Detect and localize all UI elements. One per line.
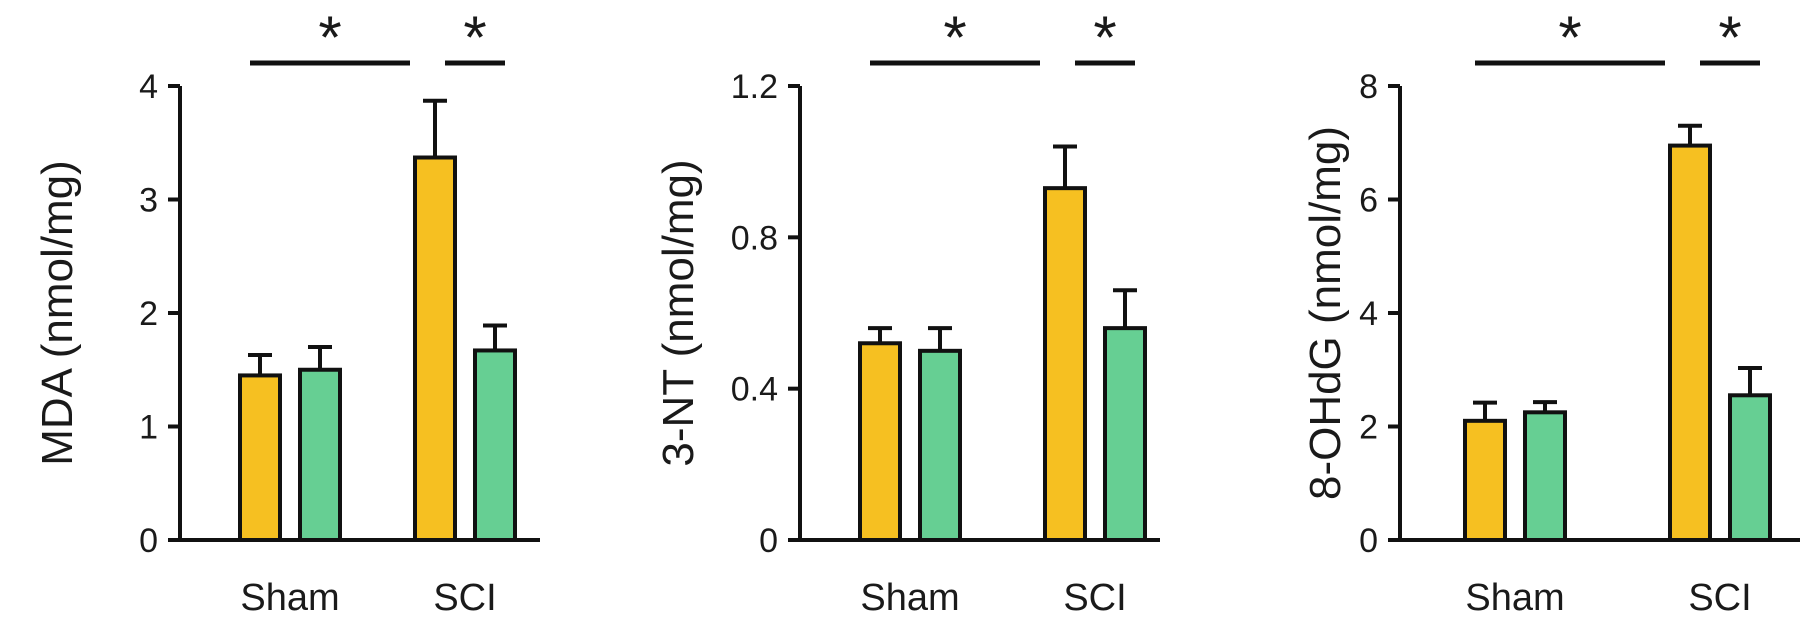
y-axis-title: 8-OHdG (nmol/mg) [1301,126,1350,500]
y-tick-label: 0 [1359,522,1378,560]
bar-sci-series-2 [1728,393,1772,542]
bar-sci-series-2 [1103,326,1147,542]
x-category-label: Sham [860,577,959,619]
y-tick-label: 4 [1359,295,1378,333]
y-tick-label: 6 [1359,182,1378,220]
chart-panel-3: 0 2 4 6 88-OHdG (nmol/mg) Sham SCI * * [1301,4,1800,619]
y-tick-label: 2 [139,295,158,333]
x-category-label: SCI [1688,577,1751,619]
y-tick-label: 0 [139,522,158,560]
chart-panel-1: 0 1 2 3 4 MDA (nmol/mg) Sham SCI * * [33,4,540,619]
significance-star: * [1093,4,1116,71]
significance-star: * [1718,4,1741,71]
chart-panel-2: 0 0.4 0.8 1.2 3-NT (nmol/mg) Sham SCI * * [654,4,1160,619]
bar-sham-series-2 [298,367,342,542]
x-category-label: Sham [1465,577,1564,619]
x-category-label: SCI [1063,577,1126,619]
significance-star: * [1558,4,1581,71]
y-tick-label: 0 [759,522,778,560]
significance-star: * [318,4,341,71]
y-axis-title: MDA (nmol/mg) [33,160,82,466]
x-category-label: Sham [240,577,339,619]
bar-sham-series-2 [918,348,962,543]
y-tick-label: 4 [139,68,158,106]
bar-sci-series-2 [473,348,517,542]
y-tick-label: 3 [139,182,158,220]
bar-sham-series-1 [1463,418,1507,543]
bar-sham-series-2 [1523,410,1567,542]
y-tick-label: 0.8 [731,219,778,257]
bar-sci-series-1 [1043,186,1087,542]
bar-sci-series-1 [1668,143,1712,542]
bar-sci-series-1 [413,155,457,542]
y-tick-label: 1 [139,409,158,447]
y-tick-label: 2 [1359,409,1378,447]
bar-sham-series-1 [858,341,902,542]
y-tick-label: 0.4 [731,371,778,409]
significance-star: * [463,4,486,71]
x-category-label: SCI [433,577,496,619]
significance-star: * [943,4,966,71]
y-tick-label: 1.2 [731,68,778,106]
y-axis-title: 3-NT (nmol/mg) [654,159,703,466]
bar-sham-series-1 [238,373,282,542]
y-tick-label: 8 [1359,68,1378,106]
